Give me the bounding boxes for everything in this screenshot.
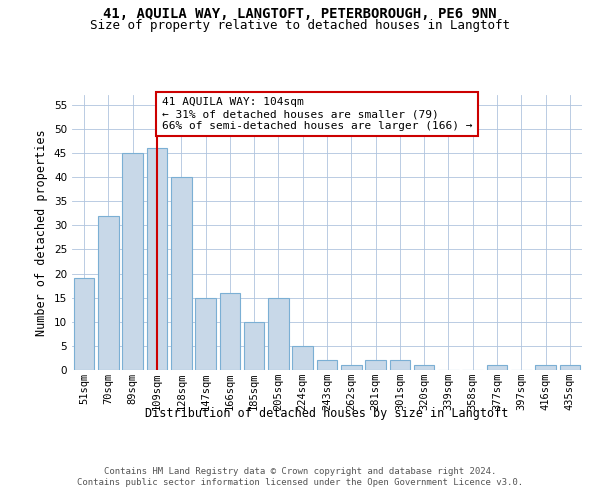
Bar [389,360,410,370]
Text: Contains HM Land Registry data © Crown copyright and database right 2024.
Contai: Contains HM Land Registry data © Crown c… [77,468,523,487]
Bar [195,298,216,370]
Text: 41, AQUILA WAY, LANGTOFT, PETERBOROUGH, PE6 9NN: 41, AQUILA WAY, LANGTOFT, PETERBOROUGH, … [103,8,497,22]
Bar [244,322,265,370]
Bar [122,153,143,370]
Bar [535,365,556,370]
Bar [487,365,508,370]
Bar [98,216,119,370]
Bar [560,365,580,370]
Text: Size of property relative to detached houses in Langtoft: Size of property relative to detached ho… [90,18,510,32]
Bar [365,360,386,370]
Bar [220,293,240,370]
Bar [268,298,289,370]
Bar [171,177,191,370]
Text: 41 AQUILA WAY: 104sqm
← 31% of detached houses are smaller (79)
66% of semi-deta: 41 AQUILA WAY: 104sqm ← 31% of detached … [162,98,472,130]
Y-axis label: Number of detached properties: Number of detached properties [35,129,49,336]
Bar [317,360,337,370]
Text: Distribution of detached houses by size in Langtoft: Distribution of detached houses by size … [145,408,509,420]
Bar [74,278,94,370]
Bar [146,148,167,370]
Bar [292,346,313,370]
Bar [341,365,362,370]
Bar [414,365,434,370]
